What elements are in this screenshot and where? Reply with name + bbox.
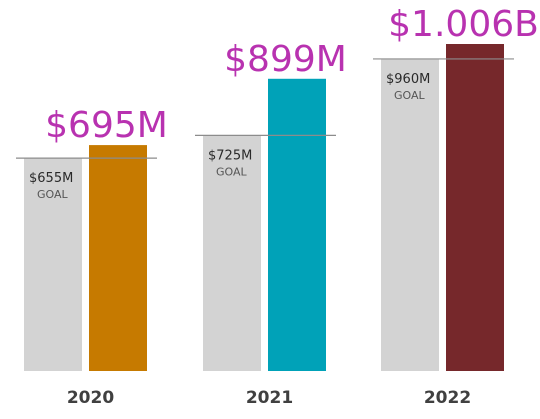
actual-bar-2020	[89, 145, 147, 371]
goal-word-label-2020: GOAL	[37, 188, 69, 201]
year-label-2020: 2020	[67, 388, 114, 408]
year-label-2022: 2022	[424, 388, 471, 408]
goal-bar-2021	[203, 135, 261, 371]
goal-value-label-2022: $960M	[386, 72, 430, 87]
goal-value-label-2021: $725M	[208, 148, 252, 163]
actual-value-label-2021: $899M	[224, 39, 347, 80]
actual-value-label-2020: $695M	[45, 105, 168, 146]
goal-word-label-2022: GOAL	[394, 89, 426, 102]
labels-layer: $655M GOAL $695M 2020 $725M GOAL $899M 2021 $960…	[29, 4, 539, 408]
goal-bar-2020	[24, 158, 82, 371]
actual-bar-2021	[268, 78, 326, 371]
bars-layer	[24, 44, 504, 372]
goal-lines-layer	[16, 58, 514, 159]
year-label-2021: 2021	[246, 388, 293, 408]
goal-word-label-2021: GOAL	[216, 165, 248, 178]
actual-bar-2022	[446, 44, 504, 371]
goal-value-label-2020: $655M	[29, 171, 73, 186]
goal-bar-2022	[381, 58, 439, 372]
actual-value-label-2022: $1.006B	[388, 4, 539, 45]
